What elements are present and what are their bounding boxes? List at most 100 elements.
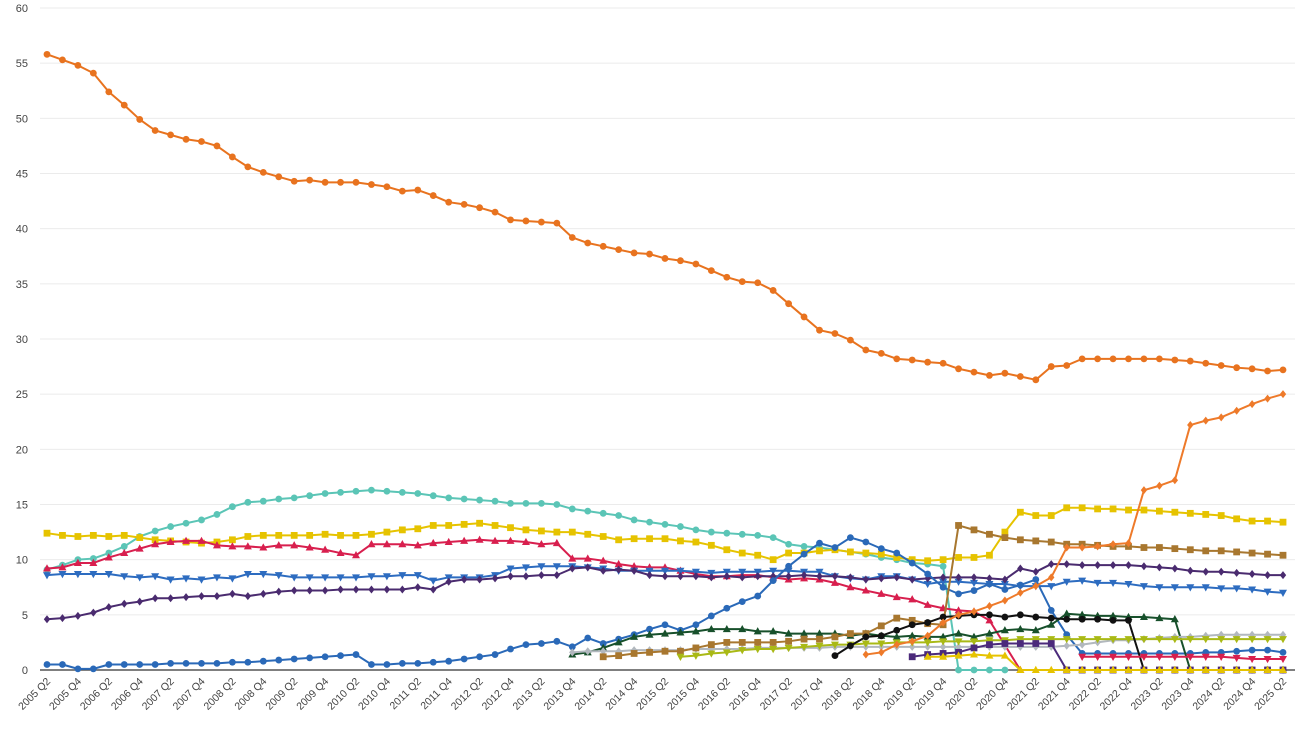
data-point[interactable]: [769, 639, 777, 646]
data-point[interactable]: [507, 499, 514, 507]
data-point[interactable]: [1109, 355, 1117, 363]
data-point[interactable]: [445, 494, 453, 502]
data-point[interactable]: [1063, 641, 1070, 650]
data-point[interactable]: [1248, 586, 1257, 594]
data-point[interactable]: [306, 176, 314, 184]
data-point[interactable]: [1248, 636, 1257, 644]
data-point[interactable]: [1171, 356, 1179, 364]
data-point[interactable]: [1232, 585, 1241, 593]
data-point[interactable]: [970, 638, 978, 646]
data-point[interactable]: [769, 556, 777, 564]
data-point[interactable]: [352, 178, 360, 186]
data-point[interactable]: [182, 593, 190, 602]
data-point[interactable]: [1232, 636, 1241, 644]
data-point[interactable]: [1047, 538, 1055, 546]
data-point[interactable]: [321, 530, 329, 538]
data-point[interactable]: [816, 539, 823, 547]
data-point[interactable]: [1078, 504, 1086, 512]
data-point[interactable]: [59, 56, 66, 64]
data-point[interactable]: [58, 563, 67, 571]
data-point[interactable]: [1279, 665, 1287, 673]
data-point[interactable]: [120, 531, 128, 539]
data-point[interactable]: [847, 548, 854, 556]
data-point[interactable]: [785, 300, 792, 308]
data-point[interactable]: [182, 135, 190, 143]
data-point[interactable]: [1171, 564, 1179, 573]
data-point[interactable]: [1016, 665, 1025, 673]
data-point[interactable]: [43, 661, 51, 668]
data-point[interactable]: [955, 554, 962, 561]
data-point[interactable]: [707, 650, 716, 658]
data-point[interactable]: [970, 579, 978, 588]
data-point[interactable]: [1279, 589, 1287, 597]
data-point[interactable]: [939, 578, 948, 586]
data-point[interactable]: [368, 661, 375, 668]
data-point[interactable]: [630, 516, 638, 524]
data-point[interactable]: [584, 563, 591, 572]
data-point[interactable]: [1094, 505, 1101, 513]
data-point[interactable]: [677, 647, 684, 655]
data-point[interactable]: [986, 530, 993, 538]
data-point[interactable]: [877, 349, 885, 357]
data-point[interactable]: [476, 575, 483, 584]
data-point[interactable]: [1016, 536, 1024, 544]
data-point[interactable]: [367, 573, 376, 581]
data-point[interactable]: [816, 547, 823, 555]
data-point[interactable]: [877, 632, 885, 640]
data-point[interactable]: [1078, 640, 1086, 649]
data-point[interactable]: [939, 632, 948, 640]
data-point[interactable]: [877, 589, 886, 597]
data-point[interactable]: [630, 562, 639, 570]
data-point[interactable]: [1000, 580, 1009, 589]
data-point[interactable]: [816, 635, 823, 643]
data-point[interactable]: [1279, 636, 1287, 644]
data-point[interactable]: [182, 659, 190, 667]
data-point[interactable]: [305, 543, 314, 551]
data-point[interactable]: [862, 549, 870, 557]
data-point[interactable]: [615, 246, 623, 254]
data-point[interactable]: [892, 592, 901, 601]
data-point[interactable]: [367, 540, 376, 548]
data-point[interactable]: [59, 531, 66, 539]
data-point[interactable]: [1202, 359, 1210, 367]
data-point[interactable]: [1201, 584, 1210, 592]
data-point[interactable]: [352, 651, 360, 658]
data-point[interactable]: [259, 168, 267, 176]
data-point[interactable]: [722, 649, 731, 657]
data-point[interactable]: [615, 536, 623, 544]
data-point[interactable]: [1125, 506, 1132, 514]
data-point[interactable]: [105, 88, 113, 96]
data-point[interactable]: [553, 501, 561, 508]
data-point[interactable]: [198, 592, 205, 601]
data-point[interactable]: [800, 550, 808, 558]
data-point[interactable]: [892, 632, 901, 640]
data-point[interactable]: [815, 642, 824, 650]
data-point[interactable]: [274, 541, 283, 549]
data-point[interactable]: [244, 163, 252, 171]
data-point[interactable]: [1264, 517, 1271, 525]
data-point[interactable]: [692, 526, 700, 534]
data-point[interactable]: [1016, 581, 1024, 589]
data-point[interactable]: [646, 250, 653, 258]
data-point[interactable]: [677, 523, 684, 530]
data-point[interactable]: [398, 526, 406, 534]
data-point[interactable]: [583, 554, 592, 562]
data-point[interactable]: [1001, 528, 1009, 536]
data-point[interactable]: [600, 647, 607, 656]
data-point[interactable]: [1000, 651, 1009, 659]
data-point[interactable]: [74, 61, 82, 69]
data-point[interactable]: [538, 218, 545, 226]
data-point[interactable]: [522, 572, 530, 581]
data-point[interactable]: [1078, 665, 1087, 673]
data-point[interactable]: [151, 661, 159, 668]
data-point[interactable]: [537, 540, 546, 548]
data-point[interactable]: [723, 529, 731, 537]
data-point[interactable]: [1233, 406, 1240, 415]
data-point[interactable]: [1016, 640, 1024, 647]
data-point[interactable]: [1156, 544, 1163, 551]
data-point[interactable]: [1279, 551, 1287, 559]
data-point[interactable]: [1170, 665, 1179, 673]
data-point[interactable]: [924, 570, 932, 578]
data-point[interactable]: [893, 626, 901, 634]
data-point[interactable]: [815, 629, 824, 637]
